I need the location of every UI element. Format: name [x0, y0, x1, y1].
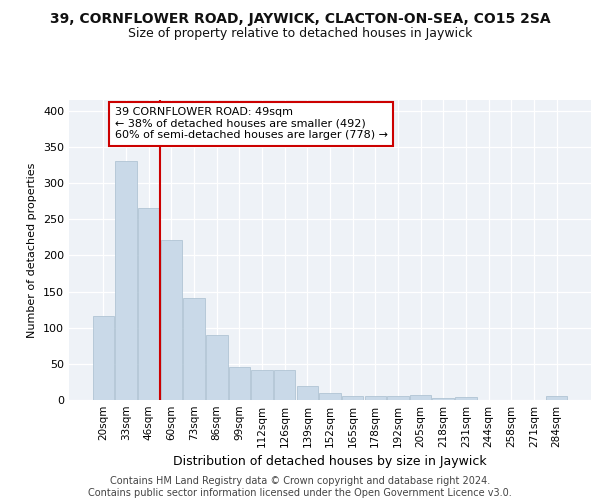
Bar: [455, 397, 476, 400]
X-axis label: Distribution of detached houses by size in Jaywick: Distribution of detached houses by size …: [173, 456, 487, 468]
Bar: [161, 240, 182, 400]
Bar: [138, 208, 160, 400]
Bar: [296, 386, 318, 400]
Bar: [410, 395, 431, 400]
Bar: [433, 398, 454, 400]
Bar: [319, 394, 341, 400]
Bar: [206, 335, 227, 400]
Text: Size of property relative to detached houses in Jaywick: Size of property relative to detached ho…: [128, 28, 472, 40]
Bar: [184, 298, 205, 400]
Text: 39, CORNFLOWER ROAD, JAYWICK, CLACTON-ON-SEA, CO15 2SA: 39, CORNFLOWER ROAD, JAYWICK, CLACTON-ON…: [50, 12, 550, 26]
Bar: [342, 396, 364, 400]
Bar: [365, 396, 386, 400]
Bar: [115, 162, 137, 400]
Bar: [387, 396, 409, 400]
Text: Contains HM Land Registry data © Crown copyright and database right 2024.
Contai: Contains HM Land Registry data © Crown c…: [88, 476, 512, 498]
Y-axis label: Number of detached properties: Number of detached properties: [28, 162, 37, 338]
Text: 39 CORNFLOWER ROAD: 49sqm
← 38% of detached houses are smaller (492)
60% of semi: 39 CORNFLOWER ROAD: 49sqm ← 38% of detac…: [115, 107, 388, 140]
Bar: [93, 316, 114, 400]
Bar: [251, 370, 273, 400]
Bar: [274, 370, 295, 400]
Bar: [229, 368, 250, 400]
Bar: [546, 396, 567, 400]
